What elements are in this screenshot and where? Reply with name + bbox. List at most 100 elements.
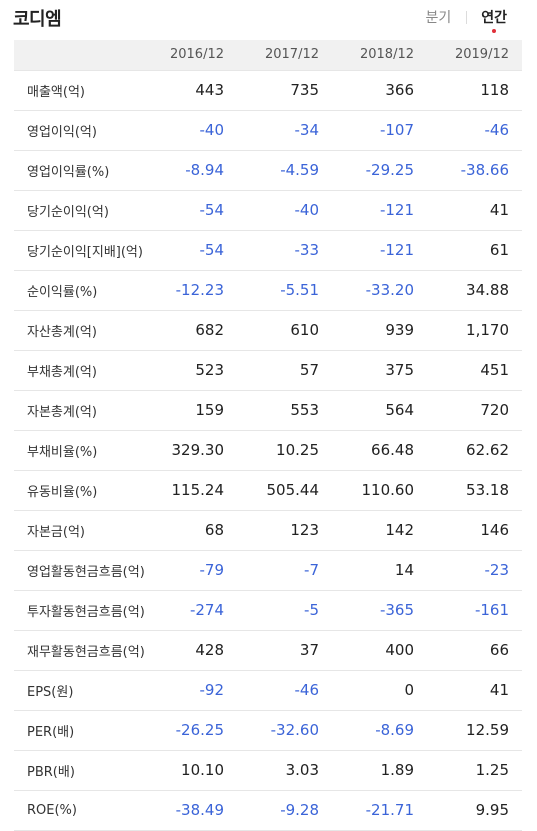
value-cell: -9.28 bbox=[237, 790, 332, 831]
value-cell: 34.88 bbox=[427, 270, 522, 311]
value-cell: -29.25 bbox=[332, 150, 427, 191]
row-label: PER(배) bbox=[14, 710, 142, 751]
value-cell: 0 bbox=[332, 670, 427, 711]
value-cell: -21.71 bbox=[332, 790, 427, 831]
value-cell: -46 bbox=[237, 670, 332, 711]
value-cell: -33.20 bbox=[332, 270, 427, 311]
row-label: PBR(배) bbox=[14, 750, 142, 791]
value-cell: 110.60 bbox=[332, 470, 427, 511]
value-cell: 9.95 bbox=[427, 790, 522, 831]
value-cell: 61 bbox=[427, 230, 522, 271]
value-cell: 3.03 bbox=[237, 750, 332, 791]
value-cell: 115.24 bbox=[142, 470, 237, 511]
period-tabs: 분기 연간 bbox=[425, 7, 507, 33]
value-cell: 123 bbox=[237, 510, 332, 551]
value-cell: 505.44 bbox=[237, 470, 332, 511]
value-cell: 159 bbox=[142, 390, 237, 431]
value-cell: -5.51 bbox=[237, 270, 332, 311]
table-row: 부채비율(%) 329.30 10.25 66.48 62.62 bbox=[14, 430, 522, 471]
value-cell: -54 bbox=[142, 190, 237, 231]
value-cell: 720 bbox=[427, 390, 522, 431]
value-cell: 564 bbox=[332, 390, 427, 431]
value-cell: 400 bbox=[332, 630, 427, 671]
table-row: 매출액(억) 443 735 366 118 bbox=[14, 70, 522, 111]
table-row: 당기순이익[지배](억) -54 -33 -121 61 bbox=[14, 230, 522, 271]
row-label: 투자활동현금흐름(억) bbox=[14, 590, 145, 631]
row-label: 매출액(억) bbox=[14, 70, 142, 111]
row-label: 당기순이익(억) bbox=[14, 190, 142, 231]
value-cell: 1.89 bbox=[332, 750, 427, 791]
value-cell: -365 bbox=[332, 590, 427, 631]
value-cell: 610 bbox=[237, 310, 332, 351]
table-row: 자산총계(억) 682 610 939 1,170 bbox=[14, 310, 522, 351]
value-cell: -38.49 bbox=[142, 790, 237, 831]
panel-header: 코디엠 분기 연간 bbox=[0, 0, 537, 40]
value-cell: 12.59 bbox=[427, 710, 522, 751]
column-header: 2016/12 bbox=[142, 40, 237, 71]
row-label: 영업이익(억) bbox=[14, 110, 142, 151]
value-cell: 375 bbox=[332, 350, 427, 391]
table-row: 재무활동현금흐름(억) 428 37 400 66 bbox=[14, 630, 522, 671]
value-cell: 41 bbox=[427, 670, 522, 711]
table-row: 투자활동현금흐름(억) -274 -5 -365 -161 bbox=[14, 590, 522, 631]
row-label: 유동비율(%) bbox=[14, 470, 142, 511]
value-cell: -32.60 bbox=[237, 710, 332, 751]
value-cell: 37 bbox=[237, 630, 332, 671]
value-cell: 57 bbox=[237, 350, 332, 391]
column-header: 2017/12 bbox=[237, 40, 332, 71]
value-cell: -121 bbox=[332, 190, 427, 231]
row-label: 영업활동현금흐름(억) bbox=[14, 550, 145, 591]
value-cell: 14 bbox=[332, 550, 427, 591]
row-label: 재무활동현금흐름(억) bbox=[14, 630, 145, 671]
value-cell: -7 bbox=[237, 550, 332, 591]
value-cell: -92 bbox=[142, 670, 237, 711]
financial-table: 2016/12 2017/12 2018/12 2019/12 매출액(억) 44… bbox=[14, 40, 522, 831]
table-row: 당기순이익(억) -54 -40 -121 41 bbox=[14, 190, 522, 231]
table-row: 자본금(억) 68 123 142 146 bbox=[14, 510, 522, 551]
value-cell: -5 bbox=[237, 590, 332, 631]
row-label: 순이익률(%) bbox=[14, 270, 142, 311]
value-cell: 142 bbox=[332, 510, 427, 551]
table-row: 순이익률(%) -12.23 -5.51 -33.20 34.88 bbox=[14, 270, 522, 311]
table-header-row: 2016/12 2017/12 2018/12 2019/12 bbox=[14, 40, 522, 71]
value-cell: -23 bbox=[427, 550, 522, 591]
value-cell: -107 bbox=[332, 110, 427, 151]
value-cell: -79 bbox=[142, 550, 237, 591]
table-row: PER(배) -26.25 -32.60 -8.69 12.59 bbox=[14, 710, 522, 751]
table-row: 유동비율(%) 115.24 505.44 110.60 53.18 bbox=[14, 470, 522, 511]
header-label-cell bbox=[14, 40, 142, 71]
row-label: ROE(%) bbox=[14, 790, 142, 831]
value-cell: 366 bbox=[332, 70, 427, 111]
row-label: 당기순이익[지배](억) bbox=[14, 230, 143, 271]
value-cell: -38.66 bbox=[427, 150, 522, 191]
value-cell: -33 bbox=[237, 230, 332, 271]
value-cell: -54 bbox=[142, 230, 237, 271]
value-cell: 939 bbox=[332, 310, 427, 351]
value-cell: 10.25 bbox=[237, 430, 332, 471]
row-label: EPS(원) bbox=[14, 670, 142, 711]
value-cell: 10.10 bbox=[142, 750, 237, 791]
value-cell: -274 bbox=[142, 590, 237, 631]
value-cell: 62.62 bbox=[427, 430, 522, 471]
tab-divider bbox=[466, 10, 468, 24]
value-cell: 66 bbox=[427, 630, 522, 671]
value-cell: -8.94 bbox=[142, 150, 237, 191]
value-cell: 329.30 bbox=[142, 430, 237, 471]
value-cell: 735 bbox=[237, 70, 332, 111]
value-cell: 1.25 bbox=[427, 750, 522, 791]
value-cell: -8.69 bbox=[332, 710, 427, 751]
row-label: 자산총계(억) bbox=[14, 310, 142, 351]
value-cell: 41 bbox=[427, 190, 522, 231]
row-label: 자본총계(억) bbox=[14, 390, 142, 431]
table-row: PBR(배) 10.10 3.03 1.89 1.25 bbox=[14, 750, 522, 791]
value-cell: -46 bbox=[427, 110, 522, 151]
column-header: 2019/12 bbox=[427, 40, 522, 71]
tab-quarterly[interactable]: 분기 bbox=[425, 10, 452, 26]
value-cell: -12.23 bbox=[142, 270, 237, 311]
value-cell: -161 bbox=[427, 590, 522, 631]
table-row: 영업이익률(%) -8.94 -4.59 -29.25 -38.66 bbox=[14, 150, 522, 191]
row-label: 영업이익률(%) bbox=[14, 150, 142, 191]
value-cell: -40 bbox=[142, 110, 237, 151]
tab-annual[interactable]: 연간 bbox=[481, 7, 507, 33]
